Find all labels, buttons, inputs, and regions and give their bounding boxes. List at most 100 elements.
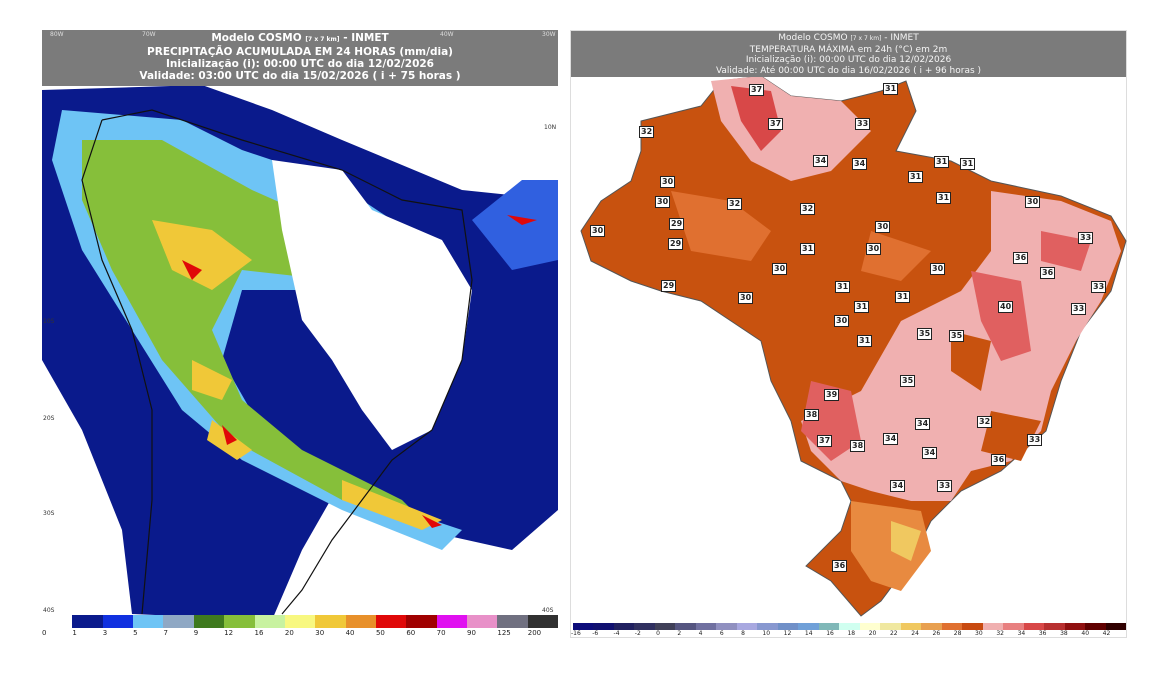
- model-title: Modelo COSMO: [778, 33, 848, 43]
- colorbar-swatch: [1003, 623, 1024, 630]
- temperature-label: 35: [900, 375, 916, 387]
- temperature-map-header: Modelo COSMO [7 x 7 km] - INMET TEMPERAT…: [571, 31, 1126, 77]
- colorbar-tick-label: -6: [592, 630, 599, 637]
- temperature-label: 31: [800, 243, 816, 255]
- colorbar-swatch: [613, 623, 635, 630]
- lat-label: 30S: [43, 510, 55, 517]
- temperature-colorbar-labels: -16 -6 -4 -2 0 2 4 6 8 10 12 14 16 18 20 22 24 26 28 30 32 34…: [571, 630, 1124, 637]
- colorbar-swatch: [467, 615, 498, 628]
- colorbar-swatch: [224, 615, 255, 628]
- colorbar-tick-label: 14: [804, 630, 813, 637]
- colorbar-swatch: [982, 623, 1004, 630]
- temperature-label: 34: [813, 155, 829, 167]
- temperature-label: 37: [749, 84, 765, 96]
- colorbar-tick-label: 40: [345, 629, 355, 637]
- temperature-label: 32: [800, 203, 816, 215]
- colorbar-swatch: [880, 623, 901, 630]
- temperature-label: 33: [855, 118, 871, 130]
- lat-label: 10S: [43, 318, 55, 325]
- colorbar-tick-label: -16: [571, 630, 581, 637]
- temperature-label: 40: [998, 301, 1014, 313]
- colorbar-swatch: [497, 615, 528, 628]
- colorbar-tick-label: 12: [224, 629, 234, 637]
- colorbar-tick-label: 22: [889, 630, 898, 637]
- init-time: Inicialização (i): 00:00 UTC do dia 12/0…: [165, 58, 434, 70]
- colorbar-swatch: [72, 615, 103, 628]
- colorbar-tick-label: 6: [719, 630, 724, 637]
- colorbar-tick-label: 5: [133, 629, 138, 637]
- colorbar-swatch: [163, 615, 194, 628]
- colorbar-tick-label: 32: [996, 630, 1004, 637]
- temperature-label: 30: [738, 292, 754, 304]
- colorbar-tick-label: 60: [406, 629, 416, 637]
- temperature-label: 34: [915, 418, 931, 430]
- precipitation-map: [42, 39, 558, 620]
- colorbar-swatch: [527, 615, 559, 628]
- colorbar-tick-label: 200: [527, 629, 542, 637]
- colorbar-swatch: [42, 615, 73, 628]
- colorbar-tick-label: 42: [1102, 630, 1111, 637]
- colorbar-tick-label: 20: [284, 629, 294, 637]
- colorbar-tick-label: 8: [741, 630, 745, 637]
- source-label: - INMET: [884, 33, 919, 43]
- colorbar-tick-label: 18: [847, 630, 856, 637]
- lat-label: 20S: [43, 415, 55, 422]
- colorbar-tick-label: 70: [436, 629, 446, 637]
- colorbar-swatch: [133, 615, 164, 628]
- colorbar-swatch: [716, 623, 737, 630]
- temperature-label: 30: [660, 176, 676, 188]
- temperature-label: 32: [727, 198, 743, 210]
- colorbar-tick-label: 2: [677, 630, 682, 637]
- precipitation-colorbar-labels: 0 1 3 5 7 9 12 16 20 30 40 50 60 70 90 125 200: [42, 629, 558, 637]
- colorbar-swatch: [1064, 623, 1086, 630]
- temperature-label: 30: [866, 243, 882, 255]
- temperature-label: 29: [669, 218, 685, 230]
- valid-time: Validade: 03:00 UTC do dia 15/02/2026 ( …: [139, 70, 461, 82]
- colorbar-tick-label: 34: [1017, 630, 1026, 637]
- temperature-label: 30: [875, 221, 891, 233]
- precipitation-map-header: Modelo COSMO [7 x 7 km] - INMET PRECIPIT…: [42, 30, 558, 86]
- colorbar-swatch: [818, 623, 840, 630]
- colorbar-tick-label: 28: [953, 630, 962, 637]
- colorbar-swatch: [254, 615, 285, 628]
- lat-label: 40S: [43, 607, 55, 614]
- temperature-colorbar: [573, 623, 1127, 630]
- colorbar-swatch: [777, 623, 799, 630]
- colorbar-tick-label: 16: [254, 629, 264, 637]
- init-time: Inicialização (i): 00:00 UTC do dia 12/0…: [745, 55, 952, 65]
- colorbar-tick-label: 30: [315, 629, 325, 637]
- colorbar-swatch: [962, 623, 983, 630]
- temperature-label: 30: [655, 196, 671, 208]
- temperature-label: 31: [934, 156, 950, 168]
- colorbar-tick-label: 0: [656, 630, 660, 637]
- colorbar-tick-label: 20: [868, 630, 877, 637]
- temperature-label: 35: [917, 328, 933, 340]
- colorbar-swatch: [859, 623, 881, 630]
- temperature-label: 38: [850, 440, 866, 452]
- colorbar-tick-label: 12: [783, 630, 792, 637]
- temperature-label: 30: [930, 263, 946, 275]
- colorbar-swatch: [345, 615, 376, 628]
- temperature-label: 33: [937, 480, 953, 492]
- colorbar-tick-label: -2: [634, 630, 641, 637]
- temperature-label: 33: [1071, 303, 1087, 315]
- colorbar-swatch: [315, 615, 346, 628]
- colorbar-tick-label: 125: [497, 629, 511, 637]
- model-resolution: [7 x 7 km]: [305, 36, 340, 43]
- colorbar-tick-label: 3: [102, 629, 108, 637]
- temperature-label: 35: [949, 330, 965, 342]
- valid-time: Validade: Até 00:00 UTC do dia 16/02/202…: [715, 65, 982, 76]
- colorbar-swatch: [375, 615, 407, 628]
- temperature-label: 31: [835, 281, 851, 293]
- map-title: PRECIPITAÇÃO ACUMULADA EM 24 HORAS (mm/d…: [147, 46, 453, 58]
- temperature-label: 32: [639, 126, 655, 138]
- temperature-label: 31: [960, 158, 976, 170]
- colorbar-swatch: [900, 623, 922, 630]
- map-title: TEMPERATURA MÁXIMA em 24h (°C) em 2m: [749, 44, 948, 55]
- temperature-label: 30: [1025, 196, 1041, 208]
- colorbar-swatch: [406, 615, 437, 628]
- temperature-map-panel: Modelo COSMO [7 x 7 km] - INMET TEMPERAT…: [570, 30, 1127, 638]
- colorbar-swatch: [102, 615, 134, 628]
- colorbar-swatch: [436, 615, 468, 628]
- colorbar-swatch: [736, 623, 758, 630]
